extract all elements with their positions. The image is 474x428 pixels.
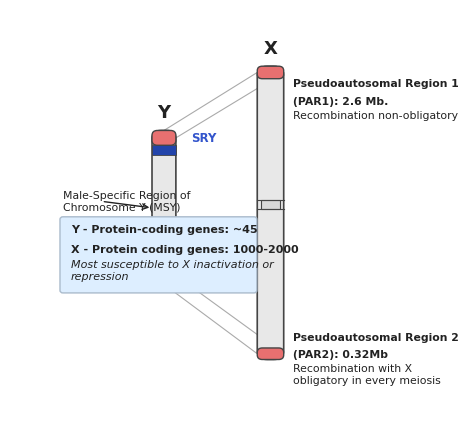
FancyBboxPatch shape	[60, 217, 257, 293]
Bar	[261, 200, 280, 209]
Text: (PAR1): 2.6 Mb.: (PAR1): 2.6 Mb.	[292, 96, 388, 107]
Text: Y: Y	[157, 104, 171, 122]
Bar	[152, 145, 176, 155]
Text: (PAR2): 0.32Mb: (PAR2): 0.32Mb	[292, 350, 388, 360]
Text: X: X	[264, 40, 277, 58]
Text: repression: repression	[71, 272, 129, 282]
Text: Recombination non-obligatory: Recombination non-obligatory	[292, 111, 457, 121]
Text: SRY: SRY	[191, 132, 217, 145]
Text: X - Protein coding genes: 1000-2000: X - Protein coding genes: 1000-2000	[71, 245, 299, 255]
Text: Y - Protein-coding genes: ~45: Y - Protein-coding genes: ~45	[71, 226, 258, 235]
Text: Pseudoautosomal Region 2: Pseudoautosomal Region 2	[292, 333, 458, 343]
FancyBboxPatch shape	[257, 66, 284, 79]
Text: Pseudoautosomal Region 1: Pseudoautosomal Region 1	[292, 79, 458, 89]
FancyBboxPatch shape	[257, 348, 284, 360]
Text: Most susceptible to X inactivation or: Most susceptible to X inactivation or	[71, 260, 274, 270]
FancyBboxPatch shape	[152, 131, 176, 145]
FancyBboxPatch shape	[257, 66, 284, 360]
Text: obligatory in every meiosis: obligatory in every meiosis	[292, 376, 440, 386]
FancyBboxPatch shape	[152, 269, 176, 282]
Text: Recombination with X: Recombination with X	[292, 365, 411, 374]
FancyBboxPatch shape	[152, 131, 176, 282]
Text: Male-Specific Region of
Chromosome Y (MSY): Male-Specific Region of Chromosome Y (MS…	[63, 190, 191, 212]
